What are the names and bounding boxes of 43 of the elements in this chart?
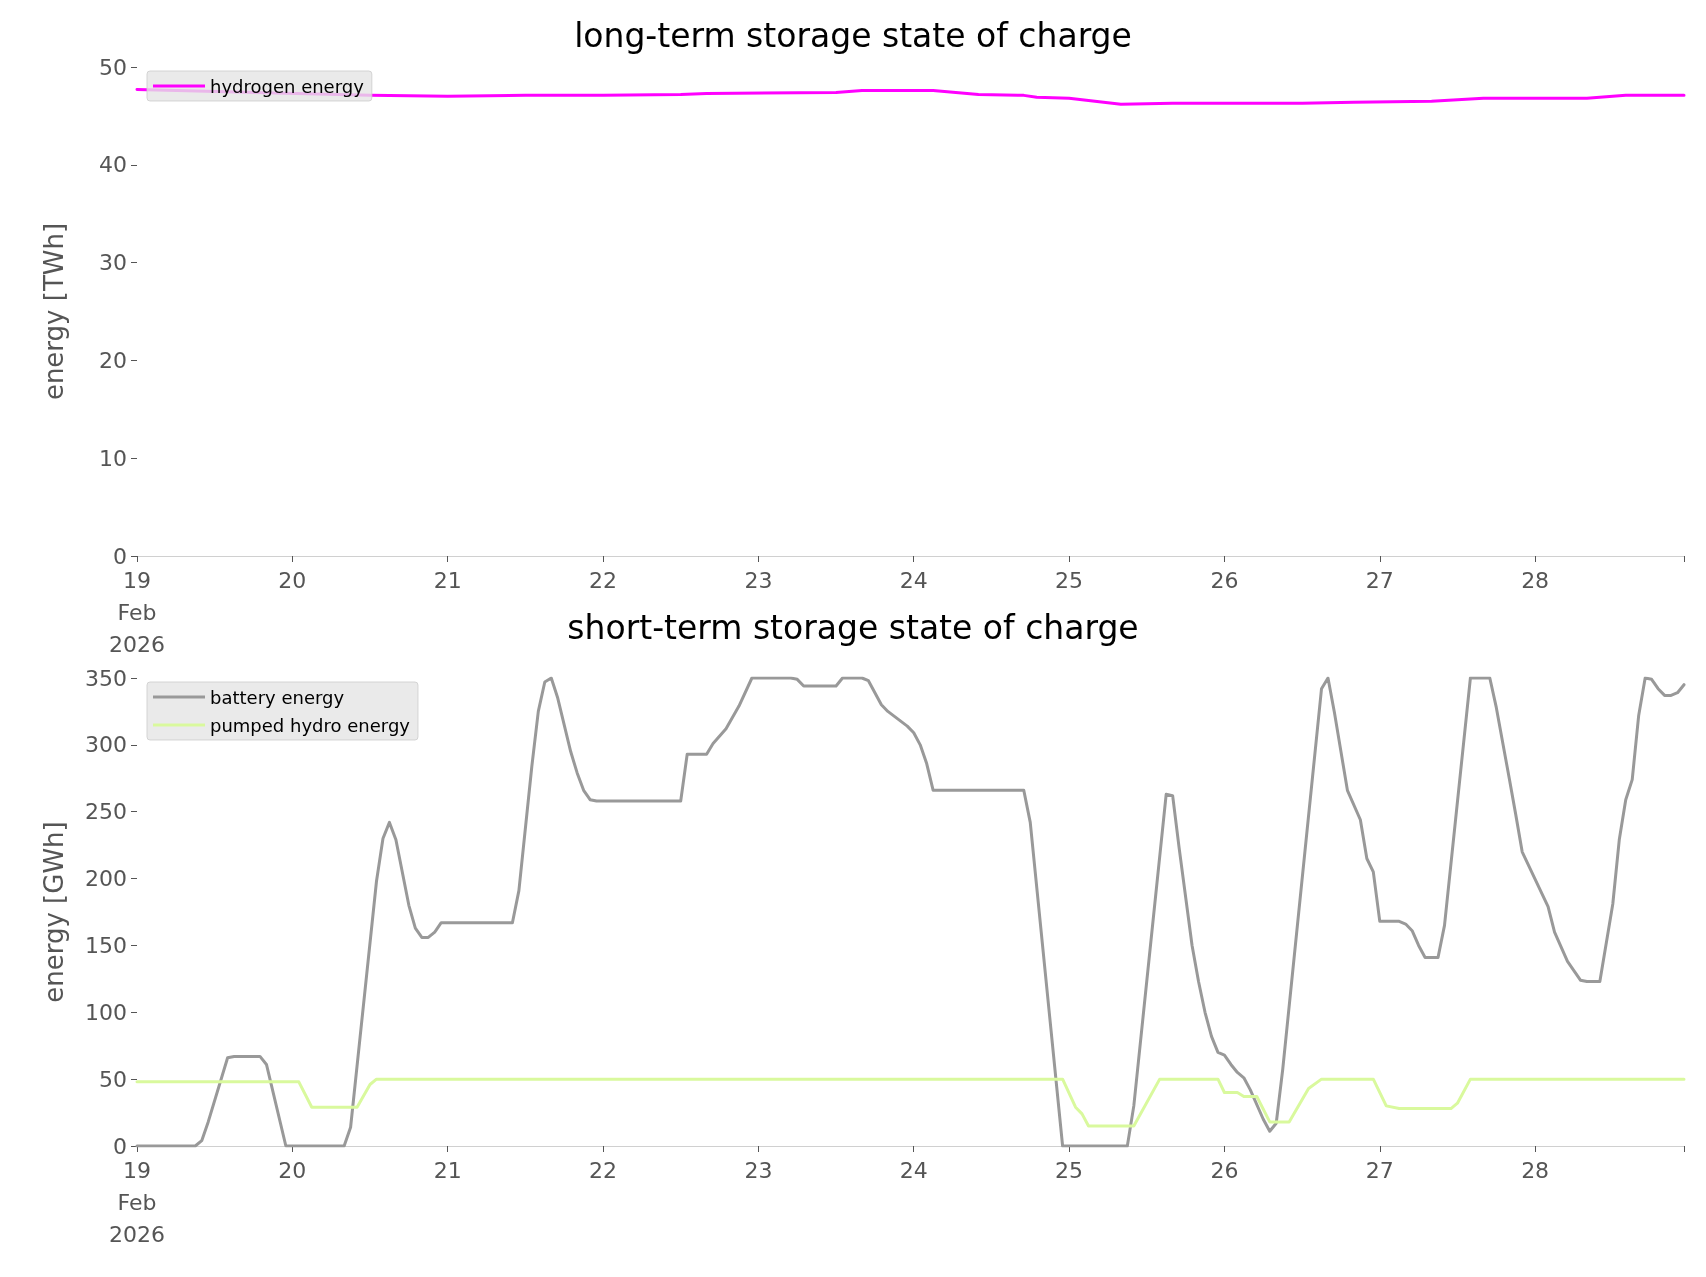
y-tick-label: 10: [99, 445, 127, 471]
y-tick-label: 30: [99, 250, 127, 276]
line-series: [135, 676, 1686, 1148]
x-tick-label: 25: [1055, 1157, 1084, 1183]
y-axis-title: energy [GWh]: [39, 821, 69, 1003]
x-tick-label: 20: [278, 567, 307, 593]
x-tick-label: 24: [899, 1157, 928, 1183]
x-tick-label: 28: [1521, 1157, 1550, 1183]
x-tick-label: 26: [1210, 1157, 1239, 1183]
y-tick-label: 50: [99, 1066, 127, 1092]
legend-label: battery energy: [210, 686, 345, 708]
x-tick-label: 27: [1365, 567, 1394, 593]
x-tick-label: 21: [433, 567, 462, 593]
x-tick-label: 19 Feb 2026: [109, 1157, 165, 1247]
x-tick-label: 25: [1055, 567, 1084, 593]
x-tick-label: 23: [744, 1157, 773, 1183]
legend-label: pumped hydro energy: [210, 714, 411, 736]
x-tick-label: 21: [433, 1157, 462, 1183]
y-tick-label: 150: [85, 932, 127, 958]
x-tick-label: 19 Feb 2026: [109, 567, 165, 657]
chart-title: short-term storage state of charge: [567, 608, 1139, 647]
x-tick-label: 20: [278, 1157, 307, 1183]
x-tick-label: 24: [899, 567, 928, 593]
y-tick-label: 350: [85, 665, 127, 691]
chart-title: long-term storage state of charge: [574, 16, 1132, 55]
y-tick-label: 40: [99, 152, 127, 178]
y-axis-title: energy [TWh]: [39, 222, 69, 401]
x-tick-label: 22: [589, 1157, 618, 1183]
y-tick-label: 0: [113, 1133, 127, 1159]
y-tick-label: 250: [85, 799, 127, 825]
y-tick-label: 200: [85, 866, 127, 892]
x-tick-label: 27: [1365, 1157, 1394, 1183]
line-series: [135, 1077, 1686, 1128]
y-tick-label: 20: [99, 347, 127, 373]
y-tick-label: 50: [99, 54, 127, 80]
legend-label: hydrogen energy: [210, 75, 365, 97]
x-tick-label: 28: [1521, 567, 1550, 593]
x-tick-label: 22: [589, 567, 618, 593]
x-tick-label: 26: [1210, 567, 1239, 593]
y-tick-label: 0: [113, 543, 127, 569]
y-tick-label: 300: [85, 732, 127, 758]
y-tick-label: 100: [85, 999, 127, 1025]
x-tick-label: 23: [744, 567, 773, 593]
